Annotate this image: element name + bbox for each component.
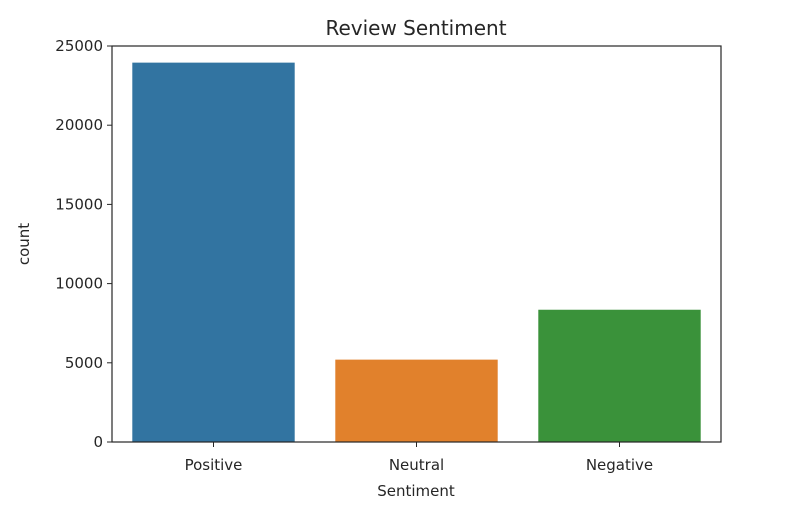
x-axis-ticks: Positive Neutral Negative xyxy=(185,442,653,474)
bar-negative xyxy=(538,309,701,442)
y-tick-label: 5000 xyxy=(65,354,103,372)
y-tick-label: 15000 xyxy=(55,195,103,213)
bar-neutral xyxy=(335,359,498,442)
y-tick-label: 0 xyxy=(93,433,103,451)
y-axis-ticks: 0 5000 10000 15000 20000 25000 xyxy=(55,37,112,451)
y-tick-label: 25000 xyxy=(55,37,103,55)
y-tick-label: 10000 xyxy=(55,275,103,293)
x-tick-label-positive: Positive xyxy=(185,456,243,474)
bars-layer xyxy=(132,62,701,442)
x-tick-label-negative: Negative xyxy=(586,456,653,474)
x-axis-label: Sentiment xyxy=(377,482,455,500)
y-tick-label: 20000 xyxy=(55,116,103,134)
x-tick-label-neutral: Neutral xyxy=(389,456,444,474)
y-axis-label: count xyxy=(15,223,33,265)
chart-title: Review Sentiment xyxy=(325,16,506,40)
bar-positive xyxy=(132,62,295,442)
